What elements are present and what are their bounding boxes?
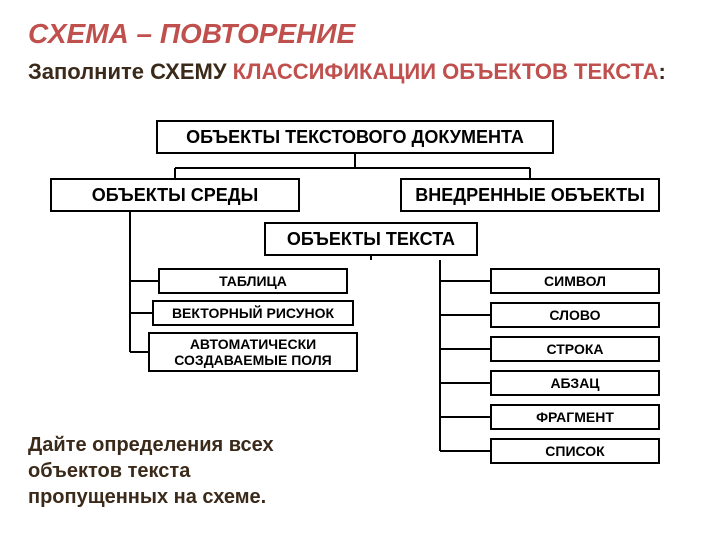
node-table: ТАБЛИЦА: [158, 268, 348, 294]
node-vector: ВЕКТОРНЫЙ РИСУНОК: [152, 300, 354, 326]
slide-title: СХЕМА – ПОВТОРЕНИЕ: [28, 18, 355, 50]
node-textobj: ОБЪЕКТЫ ТЕКСТА: [264, 222, 478, 256]
node-word: СЛОВО: [490, 302, 660, 328]
node-symbol: СИМВОЛ: [490, 268, 660, 294]
node-auto: АВТОМАТИЧЕСКИ СОЗДАВАЕМЫЕ ПОЛЯ: [148, 332, 358, 372]
node-embedded: ВНЕДРЕННЫЕ ОБЪЕКТЫ: [400, 178, 660, 212]
subtitle-highlight: КЛАССИФИКАЦИИ ОБЪЕКТОВ ТЕКСТА: [233, 59, 659, 84]
node-root: ОБЪЕКТЫ ТЕКСТОВОГО ДОКУМЕНТА: [156, 120, 554, 154]
node-para: АБЗАЦ: [490, 370, 660, 396]
subtitle-plain: Заполните СХЕМУ: [28, 59, 233, 84]
node-list: СПИСОК: [490, 438, 660, 464]
node-line: СТРОКА: [490, 336, 660, 362]
node-frag: ФРАГМЕНТ: [490, 404, 660, 430]
slide-subtitle: Заполните СХЕМУ КЛАССИФИКАЦИИ ОБЪЕКТОВ Т…: [28, 58, 666, 86]
node-env: ОБЪЕКТЫ СРЕДЫ: [50, 178, 300, 212]
bottom-note: Дайте определения всех объектов текста п…: [28, 432, 328, 510]
subtitle-colon: :: [659, 59, 666, 84]
